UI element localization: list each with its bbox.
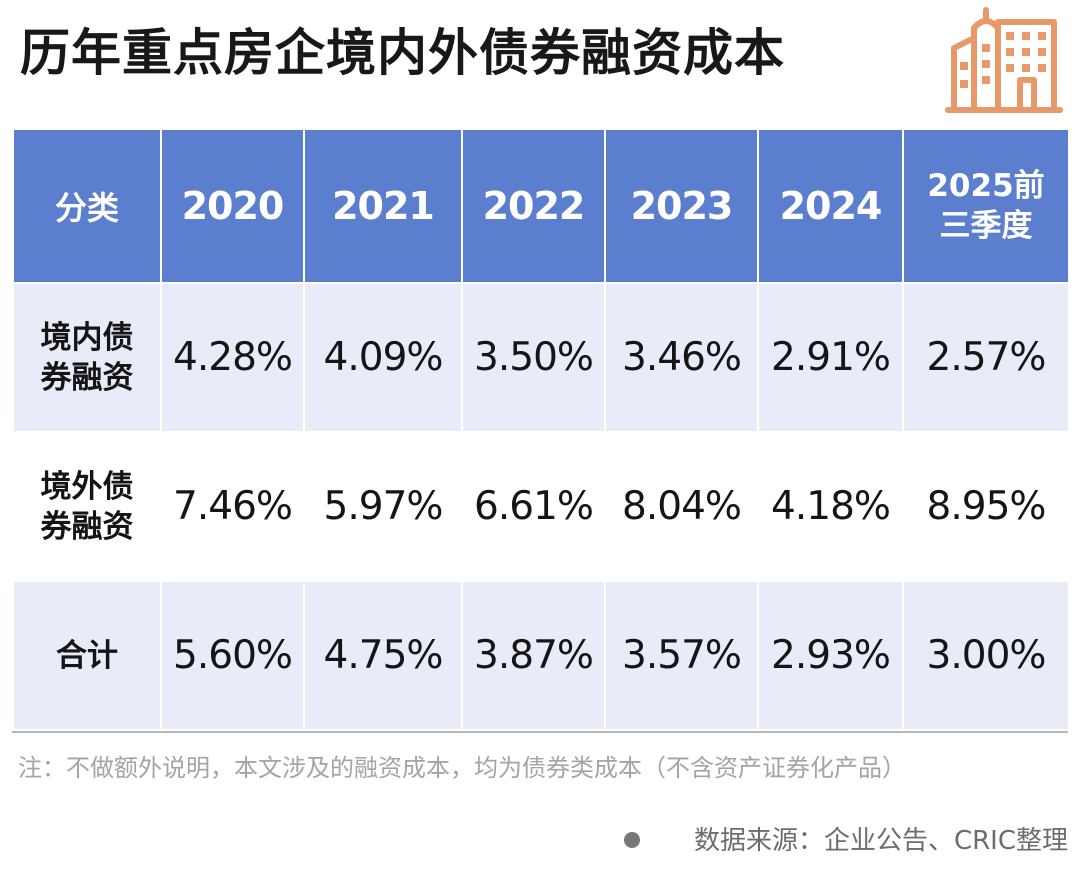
table-cell-value: 7.46% xyxy=(160,431,305,582)
table-cell-value: 3.00% xyxy=(902,580,1070,731)
table-row: 境内债 券融资 4.28% 4.09% 3.50% 3.46% 2.91% 2.… xyxy=(12,282,1070,433)
table-cell-value: 8.04% xyxy=(604,431,759,582)
table-row: 境外债 券融资 7.46% 5.97% 6.61% 8.04% 4.18% 8.… xyxy=(12,431,1070,582)
table-cell-value: 4.28% xyxy=(160,282,305,433)
chart-table-wrap: 分类 2020 2021 2022 2023 2024 2025前 三季度 境内… xyxy=(12,128,1070,731)
table-cell-value: 2.93% xyxy=(757,580,904,731)
table-cell-value: 2.57% xyxy=(902,282,1070,433)
chart-table: 分类 2020 2021 2022 2023 2024 2025前 三季度 境内… xyxy=(12,128,1070,731)
table-cell-value: 4.75% xyxy=(303,580,463,731)
header-cell-2020: 2020 xyxy=(160,128,305,284)
bullet-dot-icon xyxy=(623,831,640,848)
table-cell-value: 4.18% xyxy=(757,431,904,582)
page-title: 历年重点房企境内外债券融资成本 xyxy=(20,24,785,82)
table-cell-value: 3.46% xyxy=(604,282,759,433)
header-cell-2021: 2021 xyxy=(303,128,463,284)
table-cell-value: 8.95% xyxy=(902,431,1070,582)
table-cell-value: 5.97% xyxy=(303,431,463,582)
table-cell-value: 3.57% xyxy=(604,580,759,731)
table-cell-value: 4.09% xyxy=(303,282,463,433)
table-cell-value: 3.50% xyxy=(461,282,606,433)
footnote: 注：不做额外说明，本文涉及的融资成本，均为债券类成本（不含资产证券化产品） xyxy=(18,754,906,782)
row-label-overseas-bond: 境外债 券融资 xyxy=(12,431,162,582)
header-cell-2022: 2022 xyxy=(461,128,606,284)
table-row: 合计 5.60% 4.75% 3.87% 3.57% 2.93% 3.00% xyxy=(12,580,1070,731)
table-cell-value: 3.87% xyxy=(461,580,606,731)
header-cell-2024: 2024 xyxy=(757,128,904,284)
table-cell-value: 5.60% xyxy=(160,580,305,731)
header-cell-2025-q1-q3: 2025前 三季度 xyxy=(902,128,1070,284)
header-cell-category: 分类 xyxy=(12,128,162,284)
footer-divider xyxy=(12,731,1068,733)
row-label-total: 合计 xyxy=(12,580,162,731)
table-cell-value: 2.91% xyxy=(757,282,904,433)
data-source-text: 数据来源：企业公告、CRIC整理 xyxy=(693,826,1068,856)
table-cell-value: 6.61% xyxy=(461,431,606,582)
row-label-domestic-bond: 境内债 券融资 xyxy=(12,282,162,433)
data-source: 数据来源：企业公告、CRIC整理 xyxy=(623,824,1068,858)
building-logo-icon xyxy=(945,7,1063,113)
header-row: 分类 2020 2021 2022 2023 2024 2025前 三季度 xyxy=(12,128,1070,284)
header-cell-2023: 2023 xyxy=(604,128,759,284)
